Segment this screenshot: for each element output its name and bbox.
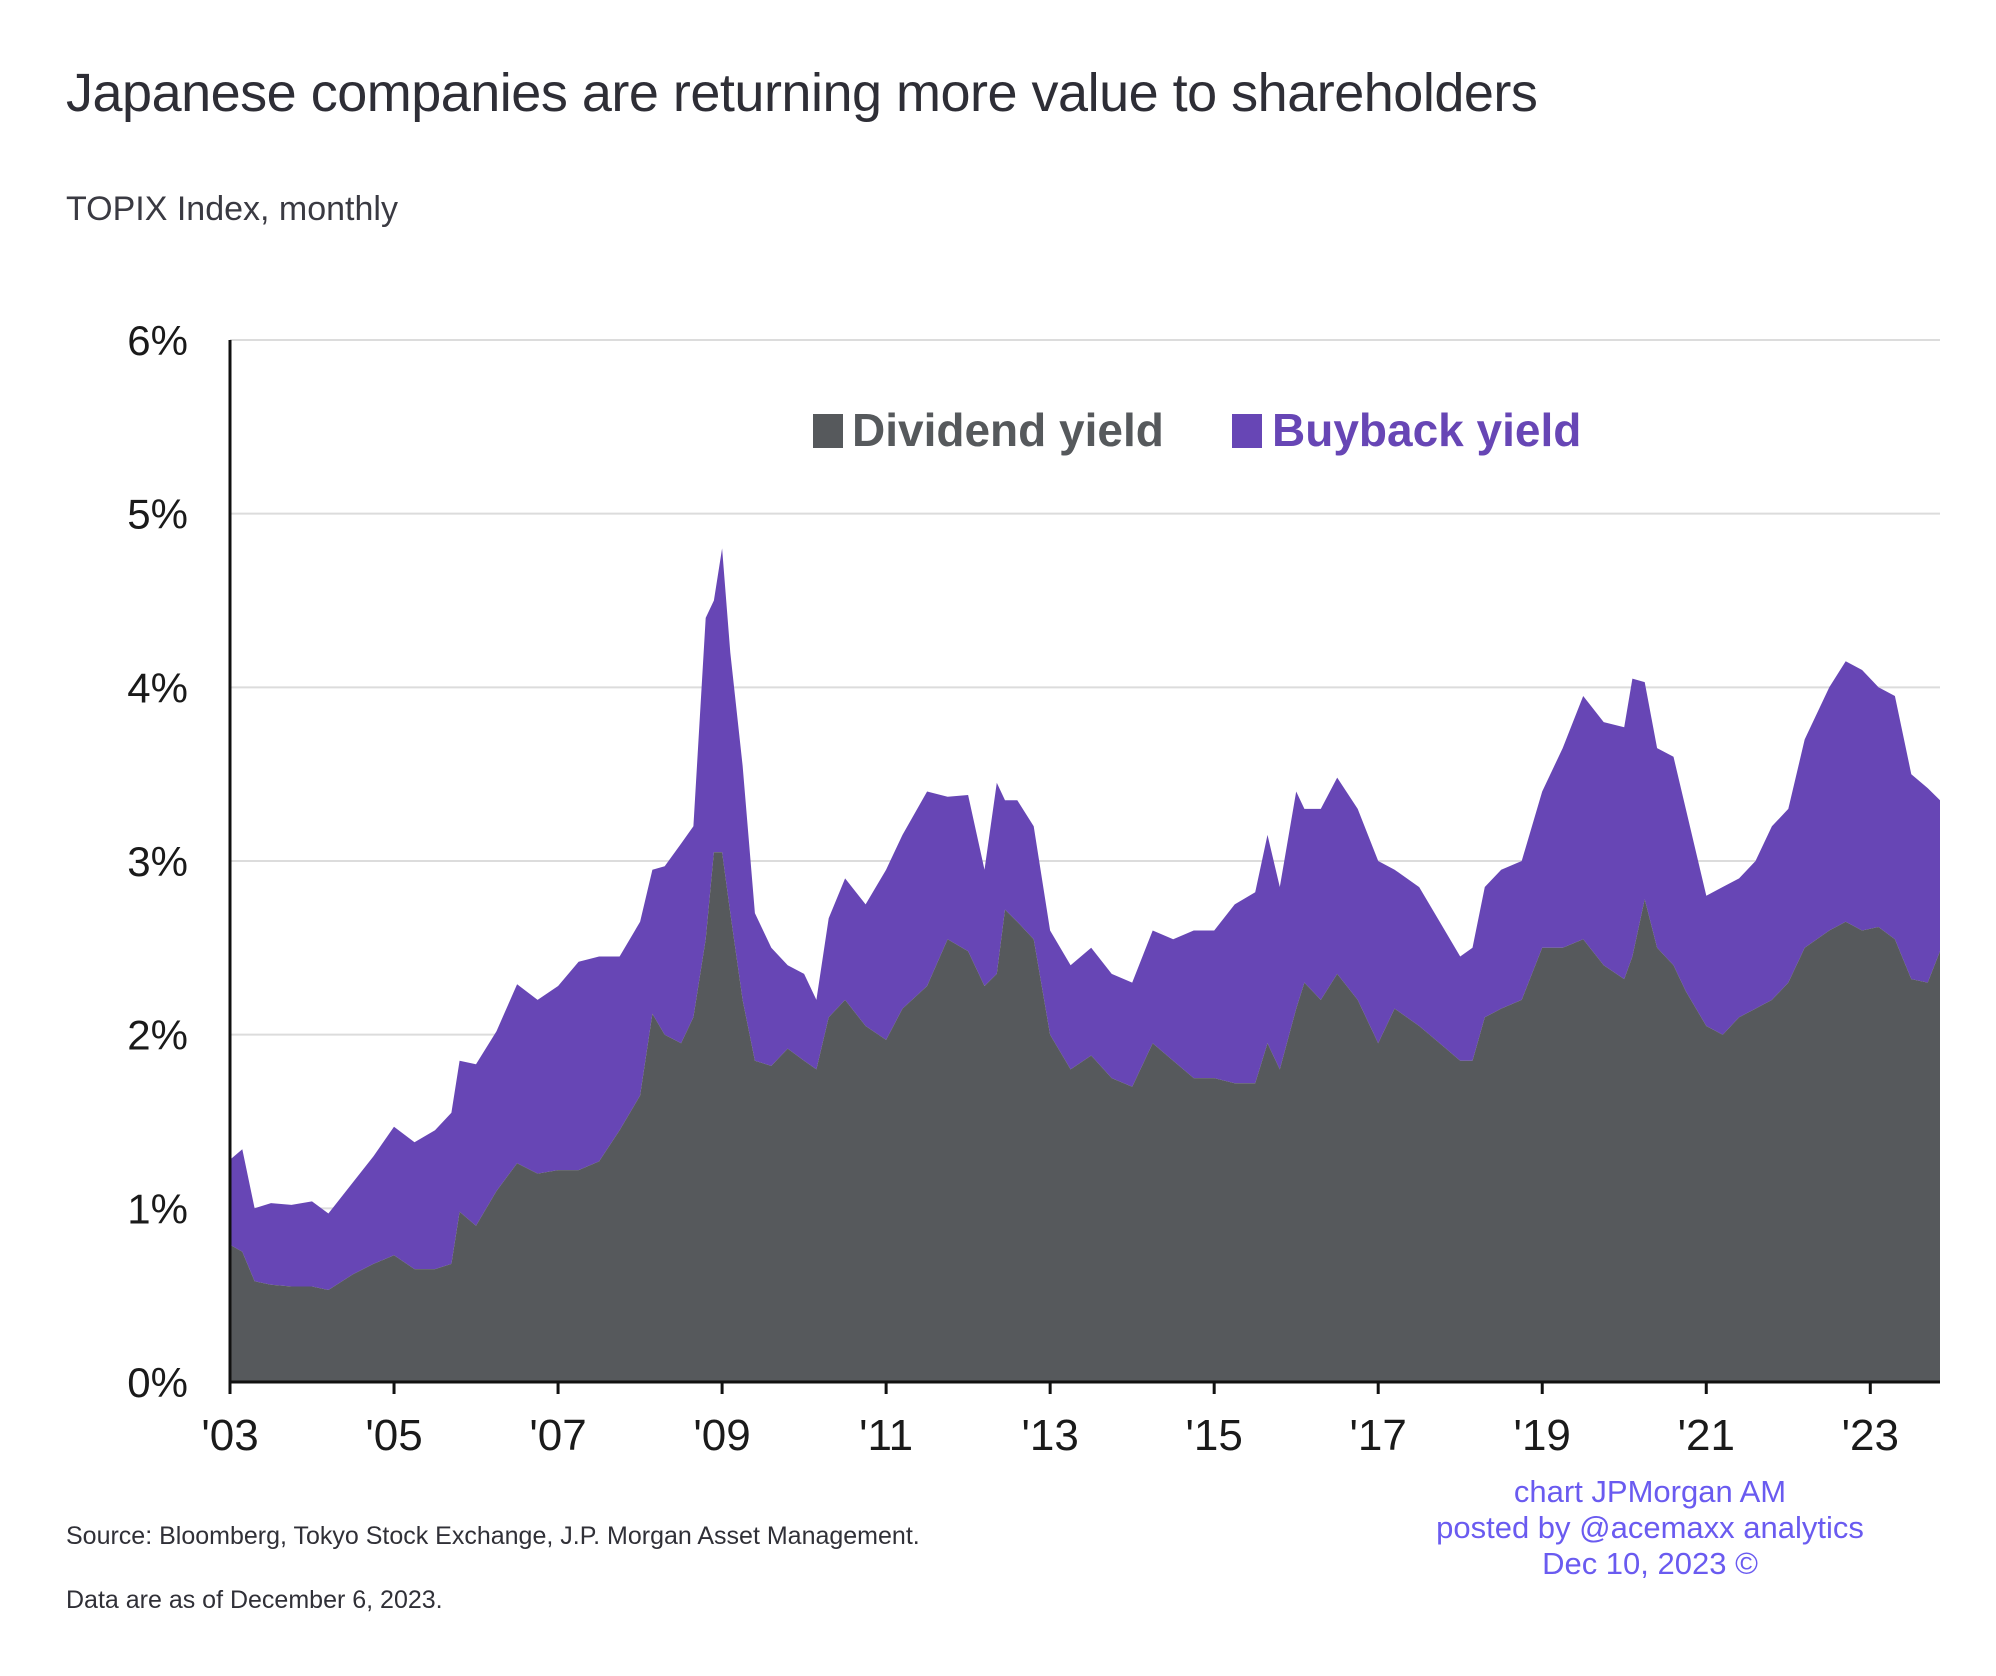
buyback-yield-area (230, 548, 1940, 1290)
x-tick-label: '15 (1186, 1411, 1243, 1460)
page-title: Japanese companies are returning more va… (66, 63, 1538, 123)
x-tick-label: '17 (1350, 1411, 1407, 1460)
x-tick-label: '03 (201, 1411, 258, 1460)
credit-line-1: chart JPMorgan AM (1513, 1474, 1787, 1509)
x-tick-label: '23 (1842, 1411, 1899, 1460)
x-tick-label: '09 (693, 1411, 750, 1460)
x-tick-label: '19 (1514, 1411, 1571, 1460)
legend-swatch-dividend (813, 414, 843, 448)
axes: 0% 1% 2% 3% 4% 5% 6% '03 '05 '07 '09 '11 '13 '15 '17 '1… (127, 317, 1940, 1460)
data-date-note: Data are as of December 6, 2023. (66, 1586, 443, 1614)
legend-label-dividend: Dividend yield (852, 404, 1164, 456)
y-tick-label: 6% (127, 317, 188, 364)
y-tick-label: 3% (127, 838, 188, 885)
credit-watermark: chart JPMorgan AM posted by @acemaxx ana… (1350, 1474, 1950, 1582)
y-tick-label: 2% (127, 1012, 188, 1059)
legend: Dividend yield Buyback yield (813, 404, 1581, 456)
credit-line-2: posted by @acemaxx analytics (1436, 1510, 1864, 1545)
y-tick-label: 4% (127, 664, 188, 711)
x-tick-label: '13 (1021, 1411, 1078, 1460)
credit-line-3: Dec 10, 2023 © (1542, 1546, 1758, 1581)
y-tick-label: 0% (127, 1359, 188, 1406)
x-tick-label: '21 (1678, 1411, 1735, 1460)
area-series-layer (230, 548, 1940, 1382)
legend-label-buyback: Buyback yield (1272, 404, 1581, 456)
source-note: Source: Bloomberg, Tokyo Stock Exchange,… (66, 1522, 920, 1550)
x-tick-label: '11 (859, 1411, 913, 1460)
x-tick-label: '05 (365, 1411, 422, 1460)
x-tick-label: '07 (529, 1411, 586, 1460)
y-tick-label: 1% (127, 1185, 188, 1232)
y-tick-label: 5% (127, 491, 188, 538)
legend-swatch-buyback (1232, 414, 1262, 448)
dividend-yield-area (230, 852, 1940, 1382)
chart-subtitle: TOPIX Index, monthly (66, 190, 398, 228)
